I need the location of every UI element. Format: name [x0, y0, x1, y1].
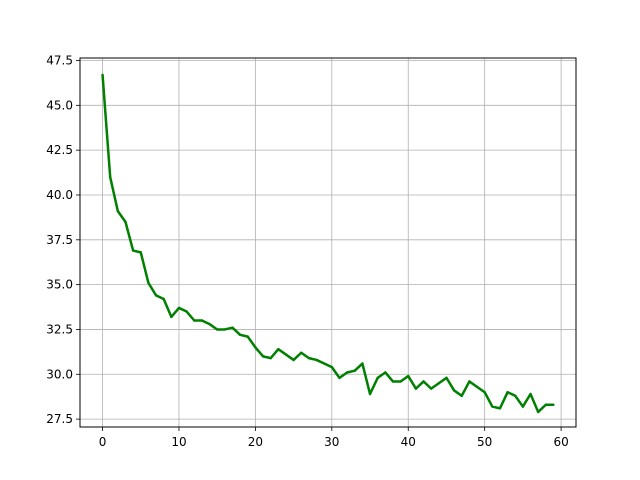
data-point	[177, 306, 181, 310]
data-point	[277, 347, 280, 351]
data-point	[521, 405, 525, 408]
data-point	[269, 356, 272, 360]
data-point	[536, 410, 540, 414]
data-point	[338, 376, 341, 380]
data-point	[292, 358, 295, 362]
x-tick-label: 20	[248, 435, 263, 449]
x-tick-label: 60	[553, 435, 568, 449]
gridlines	[80, 58, 576, 427]
data-point	[330, 365, 334, 369]
data-point	[498, 407, 502, 410]
data-point	[407, 374, 410, 378]
data-point	[284, 353, 288, 356]
data-point	[475, 385, 479, 389]
data-point	[154, 294, 158, 297]
data-point	[101, 73, 104, 77]
data-point	[193, 319, 196, 322]
data-point	[514, 394, 517, 397]
data-point	[422, 380, 425, 383]
y-axis: 27.5 30.0 32.5 35.0 37.5 40.0 42.5 45.0 47.5	[46, 54, 80, 426]
y-tick-label: 45.0	[46, 98, 73, 112]
x-tick-label: 30	[324, 435, 339, 449]
data-point	[307, 356, 311, 360]
series-line	[101, 74, 554, 414]
data-point	[185, 310, 188, 313]
data-point	[315, 358, 318, 362]
data-point	[452, 389, 456, 392]
y-tick-label: 27.5	[46, 412, 73, 426]
data-point	[414, 387, 418, 390]
data-point	[223, 328, 227, 331]
data-point	[391, 380, 395, 383]
data-point	[208, 322, 211, 326]
data-point	[345, 371, 349, 374]
data-point	[353, 369, 356, 372]
y-tick-label: 30.0	[46, 367, 73, 381]
axes-frame	[79, 57, 577, 428]
data-point	[200, 319, 204, 322]
data-point	[131, 249, 135, 252]
data-point	[124, 220, 127, 224]
data-point	[460, 394, 463, 397]
data-point	[491, 405, 494, 408]
data-point	[552, 403, 555, 406]
data-point	[361, 362, 364, 365]
data-point	[300, 351, 303, 354]
data-point	[468, 380, 471, 383]
x-axis: 0 10 20 30 40 50 60	[99, 427, 569, 449]
series-layer	[101, 73, 555, 414]
data-point	[445, 376, 448, 380]
data-point	[139, 251, 142, 254]
data-point	[108, 175, 112, 179]
y-tick-label: 47.5	[46, 54, 73, 68]
data-point	[215, 328, 219, 331]
data-point	[238, 333, 242, 337]
data-point	[399, 380, 402, 383]
data-point	[147, 281, 150, 285]
data-point	[261, 355, 265, 358]
data-point	[116, 209, 120, 213]
data-point	[322, 362, 326, 365]
data-point	[384, 371, 387, 374]
data-point	[162, 297, 165, 301]
data-point	[544, 403, 548, 406]
y-tick-label: 35.0	[46, 278, 73, 292]
data-point	[376, 376, 379, 380]
data-point	[483, 391, 486, 394]
data-point	[246, 335, 249, 338]
y-tick-label: 37.5	[46, 233, 73, 247]
data-point	[170, 315, 173, 319]
data-point	[231, 326, 234, 329]
y-tick-label: 42.5	[46, 143, 73, 157]
x-tick-label: 10	[171, 435, 186, 449]
y-tick-label: 40.0	[46, 188, 73, 202]
plot-area	[80, 58, 576, 427]
y-tick-label: 32.5	[46, 322, 73, 336]
data-point	[254, 346, 257, 349]
data-point	[368, 392, 372, 396]
data-point	[529, 392, 532, 396]
x-tick-label: 50	[477, 435, 492, 449]
data-point	[437, 382, 441, 385]
data-point	[429, 387, 433, 390]
x-tick-label: 0	[99, 435, 107, 449]
x-tick-label: 40	[401, 435, 416, 449]
data-point	[506, 391, 509, 394]
